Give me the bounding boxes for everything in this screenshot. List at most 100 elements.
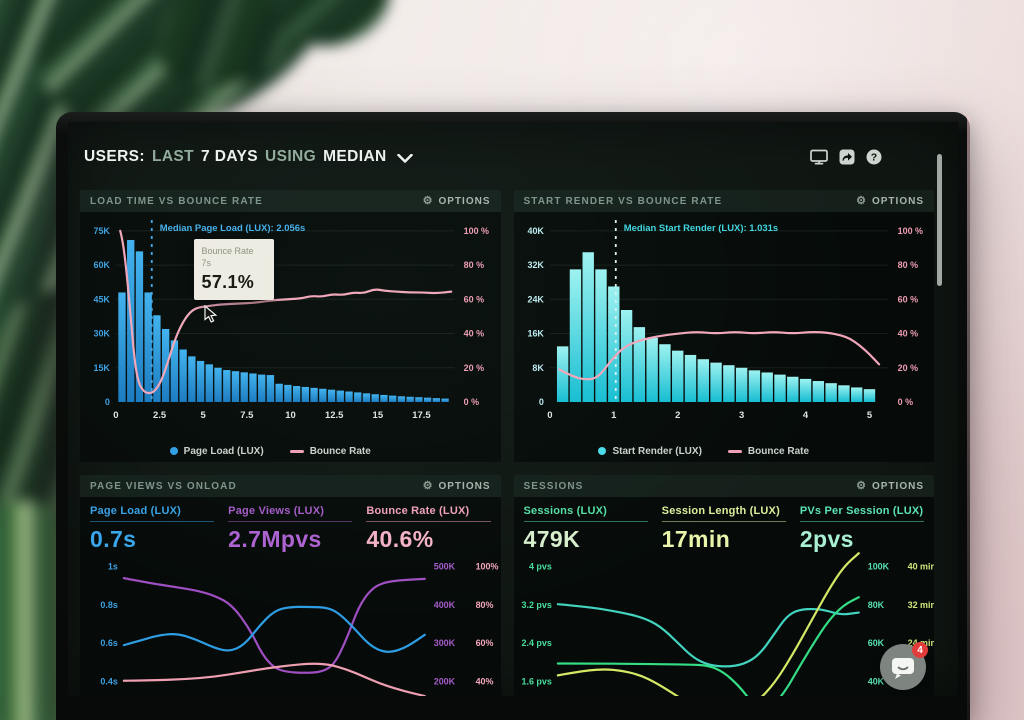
- y-axis-tick: 15K: [93, 363, 110, 373]
- y-axis-tick: 24K: [527, 294, 544, 304]
- panel-header: LOAD TIME VS BOUNCE RATE ⚙ OPTIONS: [80, 190, 501, 212]
- bar: [231, 371, 240, 402]
- chevron-down-icon: [396, 153, 413, 163]
- metric-value: 0.7s: [90, 526, 137, 552]
- load-time-chart[interactable]: Median Page Load (LUX): 2.056s 75K 60K 45K 3…: [80, 212, 501, 440]
- x-axis-tick: 15: [373, 410, 384, 421]
- x-axis-tick: 7.5: [240, 410, 253, 421]
- title-using: USING: [265, 148, 317, 165]
- bar: [319, 388, 327, 402]
- bar: [423, 397, 432, 402]
- bar: [275, 383, 283, 402]
- bar: [406, 396, 414, 402]
- gear-icon: ⚙: [856, 194, 867, 207]
- bar: [118, 292, 126, 402]
- bar: [645, 337, 658, 402]
- bar: [292, 386, 301, 402]
- header-icons: ?: [810, 149, 882, 165]
- bounce-rate-line: [119, 229, 453, 395]
- y-axis-tick: 16K: [527, 329, 544, 339]
- bar: [310, 387, 318, 402]
- y-axis-tick: 20 %: [464, 363, 484, 373]
- panel-start-render: START RENDER VS BOUNCE RATE ⚙ OPTIONS Me…: [513, 190, 935, 462]
- bar: [607, 286, 619, 402]
- legend-bounce-rate[interactable]: Bounce Rate: [727, 446, 809, 457]
- bar: [266, 375, 275, 402]
- y-axis-tick: 40%: [476, 677, 494, 687]
- session-length-line: [556, 552, 860, 696]
- y-axis-tick: 4 pvs: [528, 562, 551, 572]
- bar: [863, 389, 875, 402]
- panel-page-views: PAGE VIEWS VS ONLOAD ⚙ OPTIONS Page Load…: [80, 475, 501, 696]
- x-axis-tick: 2.5: [153, 410, 166, 421]
- bounce-rate-line: [557, 331, 880, 381]
- chat-bubble-icon: [892, 658, 914, 679]
- dashboard-screen: USERS: LAST 7 DAYS USING MEDIAN ?: [68, 122, 958, 696]
- panel-sessions: SESSIONS ⚙ OPTIONS Sessions (LUX) 479K: [513, 475, 935, 696]
- bar: [223, 370, 231, 402]
- help-icon[interactable]: ?: [866, 149, 882, 165]
- start-render-chart[interactable]: Median Start Render (LUX): 1.031s 40K 32K 2…: [514, 212, 935, 440]
- legend-line-icon: [727, 449, 742, 453]
- legend: Page Load (LUX) Bounce Rate: [80, 440, 501, 462]
- metrics-row: Page Load (LUX) 0.7s Page Views (LUX) 2.…: [80, 497, 501, 551]
- y-axis-tick: 1.6 pvs: [521, 677, 551, 687]
- bar: [354, 392, 362, 402]
- options-button[interactable]: ⚙ OPTIONS: [423, 195, 491, 207]
- metric-underline: [799, 521, 925, 522]
- users-filter-dropdown[interactable]: USERS: LAST 7 DAYS USING MEDIAN: [84, 148, 413, 166]
- metric-pvs-per-session: PVs Per Session (LUX) 2pvs: [799, 505, 925, 551]
- y-axis-tick: 45K: [93, 294, 110, 304]
- options-label: OPTIONS: [871, 195, 924, 207]
- page-views-chart[interactable]: 1s 0.8s 0.6s 0.4s 500K 400K 300K 200K 100% 80% 60%…: [80, 551, 501, 696]
- title-7-days: 7 DAYS: [201, 148, 259, 165]
- metric-label: Bounce Rate (LUX): [366, 505, 470, 517]
- legend-start-render[interactable]: Start Render (LUX): [598, 446, 702, 457]
- metric-label: Page Load (LUX): [90, 505, 182, 517]
- y-axis-tick: 40 %: [897, 329, 917, 339]
- chart-area[interactable]: Median Start Render (LUX): 1.031s 40K 32K 2…: [514, 212, 935, 440]
- bar: [388, 395, 397, 402]
- bar: [594, 269, 607, 402]
- title-last: LAST: [151, 148, 195, 165]
- display-icon[interactable]: [810, 149, 828, 165]
- metric-label: Session Length (LUX): [661, 505, 780, 517]
- chart-area[interactable]: 4 pvs 3.2 pvs 2.4 pvs 1.6 pvs 100K 80K 60K 40K 4…: [514, 551, 935, 696]
- chart-area[interactable]: Median Page Load (LUX): 2.056s 75K 60K 45K 3…: [80, 212, 501, 440]
- tooltip-subtitle: 7s: [201, 258, 212, 269]
- legend-bounce-rate[interactable]: Bounce Rate: [289, 446, 371, 457]
- y-axis-tick: 60 %: [464, 294, 484, 304]
- bar: [671, 350, 683, 402]
- y-axis-tick: 100%: [476, 562, 499, 572]
- y-axis-tick: 100 %: [897, 226, 922, 236]
- metric-value: 2.7Mpvs: [228, 526, 322, 552]
- chart-area[interactable]: 1s 0.8s 0.6s 0.4s 500K 400K 300K 200K 100% 80% 60%…: [80, 551, 501, 696]
- sessions-chart[interactable]: 4 pvs 3.2 pvs 2.4 pvs 1.6 pvs 100K 80K 60K 40K 4…: [514, 551, 935, 696]
- page-views-line: [122, 577, 426, 675]
- bar: [569, 269, 581, 402]
- panel-header: START RENDER VS BOUNCE RATE ⚙ OPTIONS: [513, 190, 934, 212]
- y-axis-tick: 80 %: [464, 260, 484, 270]
- options-button[interactable]: ⚙ OPTIONS: [856, 194, 924, 207]
- panel-load-time: LOAD TIME VS BOUNCE RATE ⚙ OPTIONS Media…: [80, 190, 501, 462]
- y-axis-tick: 75K: [93, 226, 110, 236]
- metric-underline: [661, 521, 786, 522]
- metric-underline: [228, 521, 353, 522]
- metric-underline: [90, 521, 215, 522]
- x-axis-tick: 4: [802, 410, 808, 421]
- bar: [284, 384, 292, 402]
- options-button[interactable]: ⚙ OPTIONS: [856, 479, 924, 492]
- legend-page-load[interactable]: Page Load (LUX): [169, 446, 264, 457]
- share-icon[interactable]: [839, 149, 855, 165]
- gear-icon: ⚙: [856, 479, 867, 492]
- bar: [748, 370, 760, 402]
- bar: [812, 381, 824, 402]
- metric-value: 479K: [523, 526, 581, 552]
- chat-button[interactable]: 4: [880, 642, 928, 690]
- options-button[interactable]: ⚙ OPTIONS: [423, 480, 491, 492]
- bar: [709, 362, 722, 402]
- x-axis-tick: 2: [675, 410, 680, 421]
- scrollbar[interactable]: [937, 154, 942, 286]
- metrics-row: Sessions (LUX) 479K Session Length (LUX)…: [514, 497, 935, 551]
